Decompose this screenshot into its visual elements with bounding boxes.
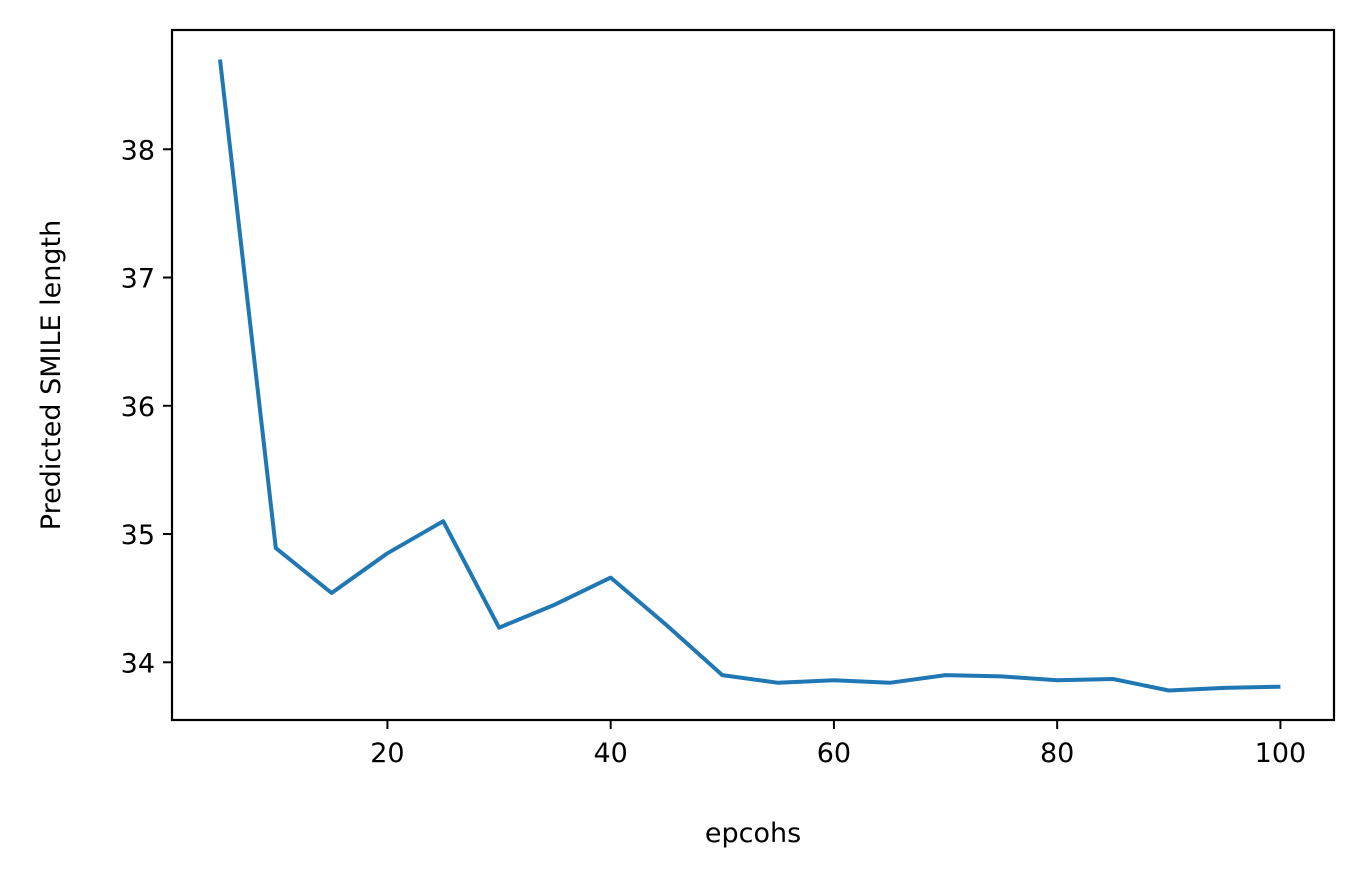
series-layer [218, 59, 1281, 693]
plot-frame [170, 28, 1336, 722]
y-tick-label: 36 [121, 392, 155, 423]
x-tick-label: 80 [1040, 738, 1074, 769]
series-line [218, 59, 1281, 693]
x-tick-label: 60 [817, 738, 851, 769]
y-tick-label: 37 [121, 264, 155, 295]
y-axis-label: Predicted SMILE length [36, 220, 67, 530]
x-tick-label: 20 [370, 738, 404, 769]
y-tick-label: 35 [121, 520, 155, 551]
y-tick-label: 34 [121, 648, 155, 679]
x-tick-label: 100 [1255, 738, 1307, 769]
x-axis-label: epcohs [705, 818, 801, 849]
x-tick-label: 40 [594, 738, 628, 769]
y-tick-label: 38 [121, 135, 155, 166]
ticks-layer: 20 40 60 80 100 34 35 36 37 38 [121, 135, 1307, 769]
